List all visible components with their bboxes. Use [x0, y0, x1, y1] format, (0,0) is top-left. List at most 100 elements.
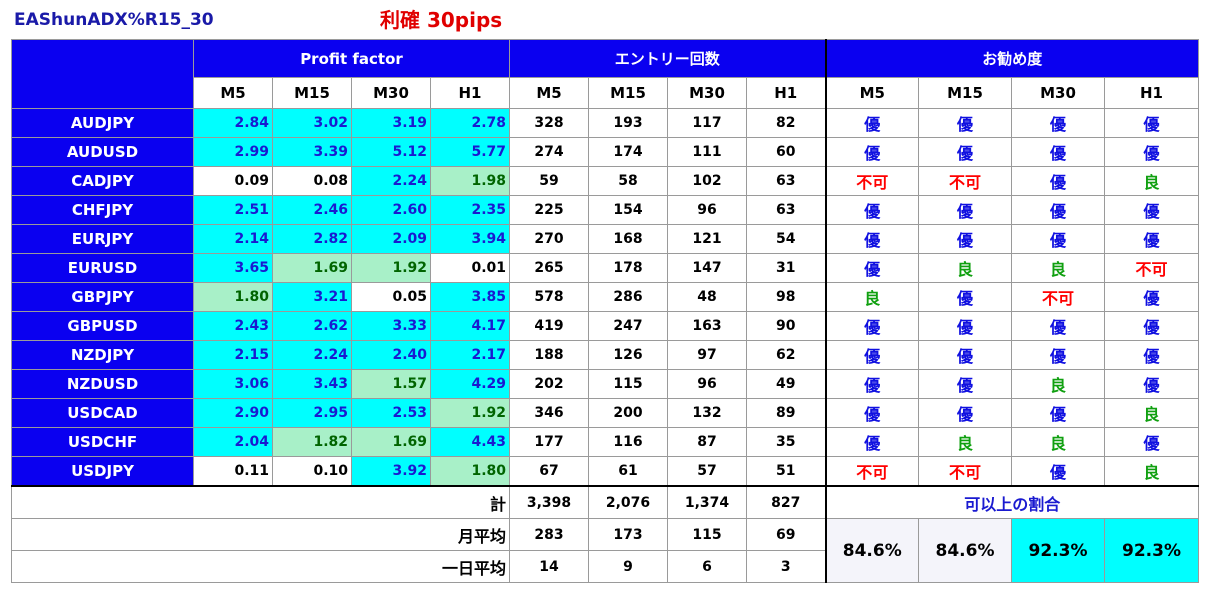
total-cell: 827: [746, 485, 826, 519]
entry-count-cell: 57: [667, 456, 747, 487]
profit-factor-cell: 1.80: [193, 282, 273, 312]
entry-count-cell: 63: [746, 166, 826, 196]
recommend-cell: 優: [1011, 108, 1105, 138]
recommend-cell: 良: [1104, 166, 1199, 196]
entry-count-cell: 111: [667, 137, 747, 167]
profit-factor-cell: 3.85: [430, 282, 510, 312]
recommend-cell: 良: [824, 282, 919, 312]
timeframe-header-cnt-h1: H1: [746, 77, 826, 109]
recommend-cell: 不可: [918, 456, 1012, 487]
entry-count-cell: 58: [588, 166, 668, 196]
entry-count-cell: 31: [746, 253, 826, 283]
pair-row-gbpjpy: GBPJPY 1.80 3.21 0.05 3.85 578 286 48 98 良優不可優: [11, 282, 1199, 312]
entry-count-cell: 126: [588, 340, 668, 370]
profit-factor-cell: 3.33: [351, 311, 431, 341]
take-profit-title: 利確 30pips: [380, 8, 503, 32]
recommend-cell: 優: [1104, 311, 1199, 341]
daily-average-cell: 9: [588, 550, 668, 583]
recommend-cell: 優: [918, 369, 1012, 399]
profit-factor-cell: 1.92: [351, 253, 431, 283]
recommend-cell: 優: [918, 108, 1012, 138]
ratio-cell: 92.3%: [1011, 518, 1105, 583]
profit-factor-cell: 0.08: [272, 166, 352, 196]
profit-factor-cell: 3.06: [193, 369, 273, 399]
entry-count-cell: 59: [509, 166, 589, 196]
entry-count-cell: 96: [667, 369, 747, 399]
entry-count-cell: 62: [746, 340, 826, 370]
profit-factor-cell: 3.94: [430, 224, 510, 254]
recommend-cell: 良: [1104, 456, 1199, 487]
recommend-cell: 優: [824, 224, 919, 254]
pair-row-usdcad: USDCAD 2.90 2.95 2.53 1.92 346 200 132 89 優優優良: [11, 398, 1199, 428]
profit-factor-cell: 2.99: [193, 137, 273, 167]
pair-label: GBPJPY: [11, 282, 194, 312]
entry-count-cell: 116: [588, 427, 668, 457]
profit-factor-cell: 3.92: [351, 456, 431, 487]
entry-count-cell: 51: [746, 456, 826, 487]
entry-count-cell: 90: [746, 311, 826, 341]
recommend-cell: 優: [918, 137, 1012, 167]
profit-factor-cell: 2.90: [193, 398, 273, 428]
entry-count-cell: 265: [509, 253, 589, 283]
pair-label: GBPUSD: [11, 311, 194, 341]
entry-count-cell: 67: [509, 456, 589, 487]
timeframe-header-pf-m15: M15: [272, 77, 352, 109]
entry-count-cell: 61: [588, 456, 668, 487]
ratio-title: 可以上の割合: [824, 485, 1199, 519]
timeframe-header-cnt-m15: M15: [588, 77, 668, 109]
timeframe-header-rec-m5: M5: [824, 77, 919, 109]
recommend-cell: 不可: [824, 166, 919, 196]
profit-factor-cell: 2.62: [272, 311, 352, 341]
entry-count-cell: 102: [667, 166, 747, 196]
entry-count-cell: 178: [588, 253, 668, 283]
profit-factor-header: Profit factor: [193, 39, 510, 78]
entry-count-cell: 346: [509, 398, 589, 428]
timeframe-header-cnt-m5: M5: [509, 77, 589, 109]
entry-count-cell: 270: [509, 224, 589, 254]
pair-label: USDCAD: [11, 398, 194, 428]
recommend-cell: 優: [824, 427, 919, 457]
daily-average-row: 一日平均 14 9 6 3: [11, 550, 1199, 583]
profit-factor-cell: 2.15: [193, 340, 273, 370]
profit-factor-cell: 2.51: [193, 195, 273, 225]
ratio-cell: 92.3%: [1104, 518, 1199, 583]
entry-count-cell: 328: [509, 108, 589, 138]
total-cell: 1,374: [667, 485, 747, 519]
monthly-average-row: 月平均 283 173 115 69 84.6% 84.6% 92.3% 92.3%: [11, 518, 1199, 583]
profit-factor-cell: 5.12: [351, 137, 431, 167]
profit-factor-cell: 2.53: [351, 398, 431, 428]
profit-factor-cell: 3.02: [272, 108, 352, 138]
entry-count-cell: 200: [588, 398, 668, 428]
profit-factor-cell: 1.69: [272, 253, 352, 283]
entries-header: エントリー回数: [509, 39, 826, 78]
daily-average-cell: 14: [509, 550, 589, 583]
timeframe-header-pf-m5: M5: [193, 77, 273, 109]
profit-factor-cell: 1.98: [430, 166, 510, 196]
profit-factor-cell: 2.84: [193, 108, 273, 138]
pair-row-eurusd: EURUSD 3.65 1.69 1.92 0.01 265 178 147 31 優良良不可: [11, 253, 1199, 283]
pair-label: AUDJPY: [11, 108, 194, 138]
entry-count-cell: 202: [509, 369, 589, 399]
recommend-cell: 良: [1011, 369, 1105, 399]
profit-factor-cell: 3.65: [193, 253, 273, 283]
timeframe-header-rec-m15: M15: [918, 77, 1012, 109]
timeframe-header-row: M5 M15 M30 H1 M5 M15 M30 H1 M5 M15 M30 H1: [12, 77, 1199, 109]
entry-count-cell: 193: [588, 108, 668, 138]
recommend-cell: 不可: [918, 166, 1012, 196]
entry-count-cell: 97: [667, 340, 747, 370]
profit-factor-cell: 5.77: [430, 137, 510, 167]
recommend-cell: 優: [918, 195, 1012, 225]
profit-factor-cell: 2.17: [430, 340, 510, 370]
entry-count-cell: 96: [667, 195, 747, 225]
recommend-cell: 優: [824, 369, 919, 399]
daily-average-label: 一日平均: [11, 550, 510, 583]
timeframe-header-pf-m30: M30: [351, 77, 431, 109]
total-row: 計 3,398 2,076 1,374 827 可以上の割合: [11, 485, 1199, 519]
pair-row-chfjpy: CHFJPY 2.51 2.46 2.60 2.35 225 154 96 63 優優優優: [11, 195, 1199, 225]
timeframe-header-cnt-m30: M30: [667, 77, 747, 109]
profit-factor-cell: 2.09: [351, 224, 431, 254]
entry-count-cell: 60: [746, 137, 826, 167]
recommend-cell: 優: [918, 340, 1012, 370]
pair-row-gbpusd: GBPUSD 2.43 2.62 3.33 4.17 419 247 163 90 優優優優: [11, 311, 1199, 341]
total-label: 計: [11, 485, 510, 519]
